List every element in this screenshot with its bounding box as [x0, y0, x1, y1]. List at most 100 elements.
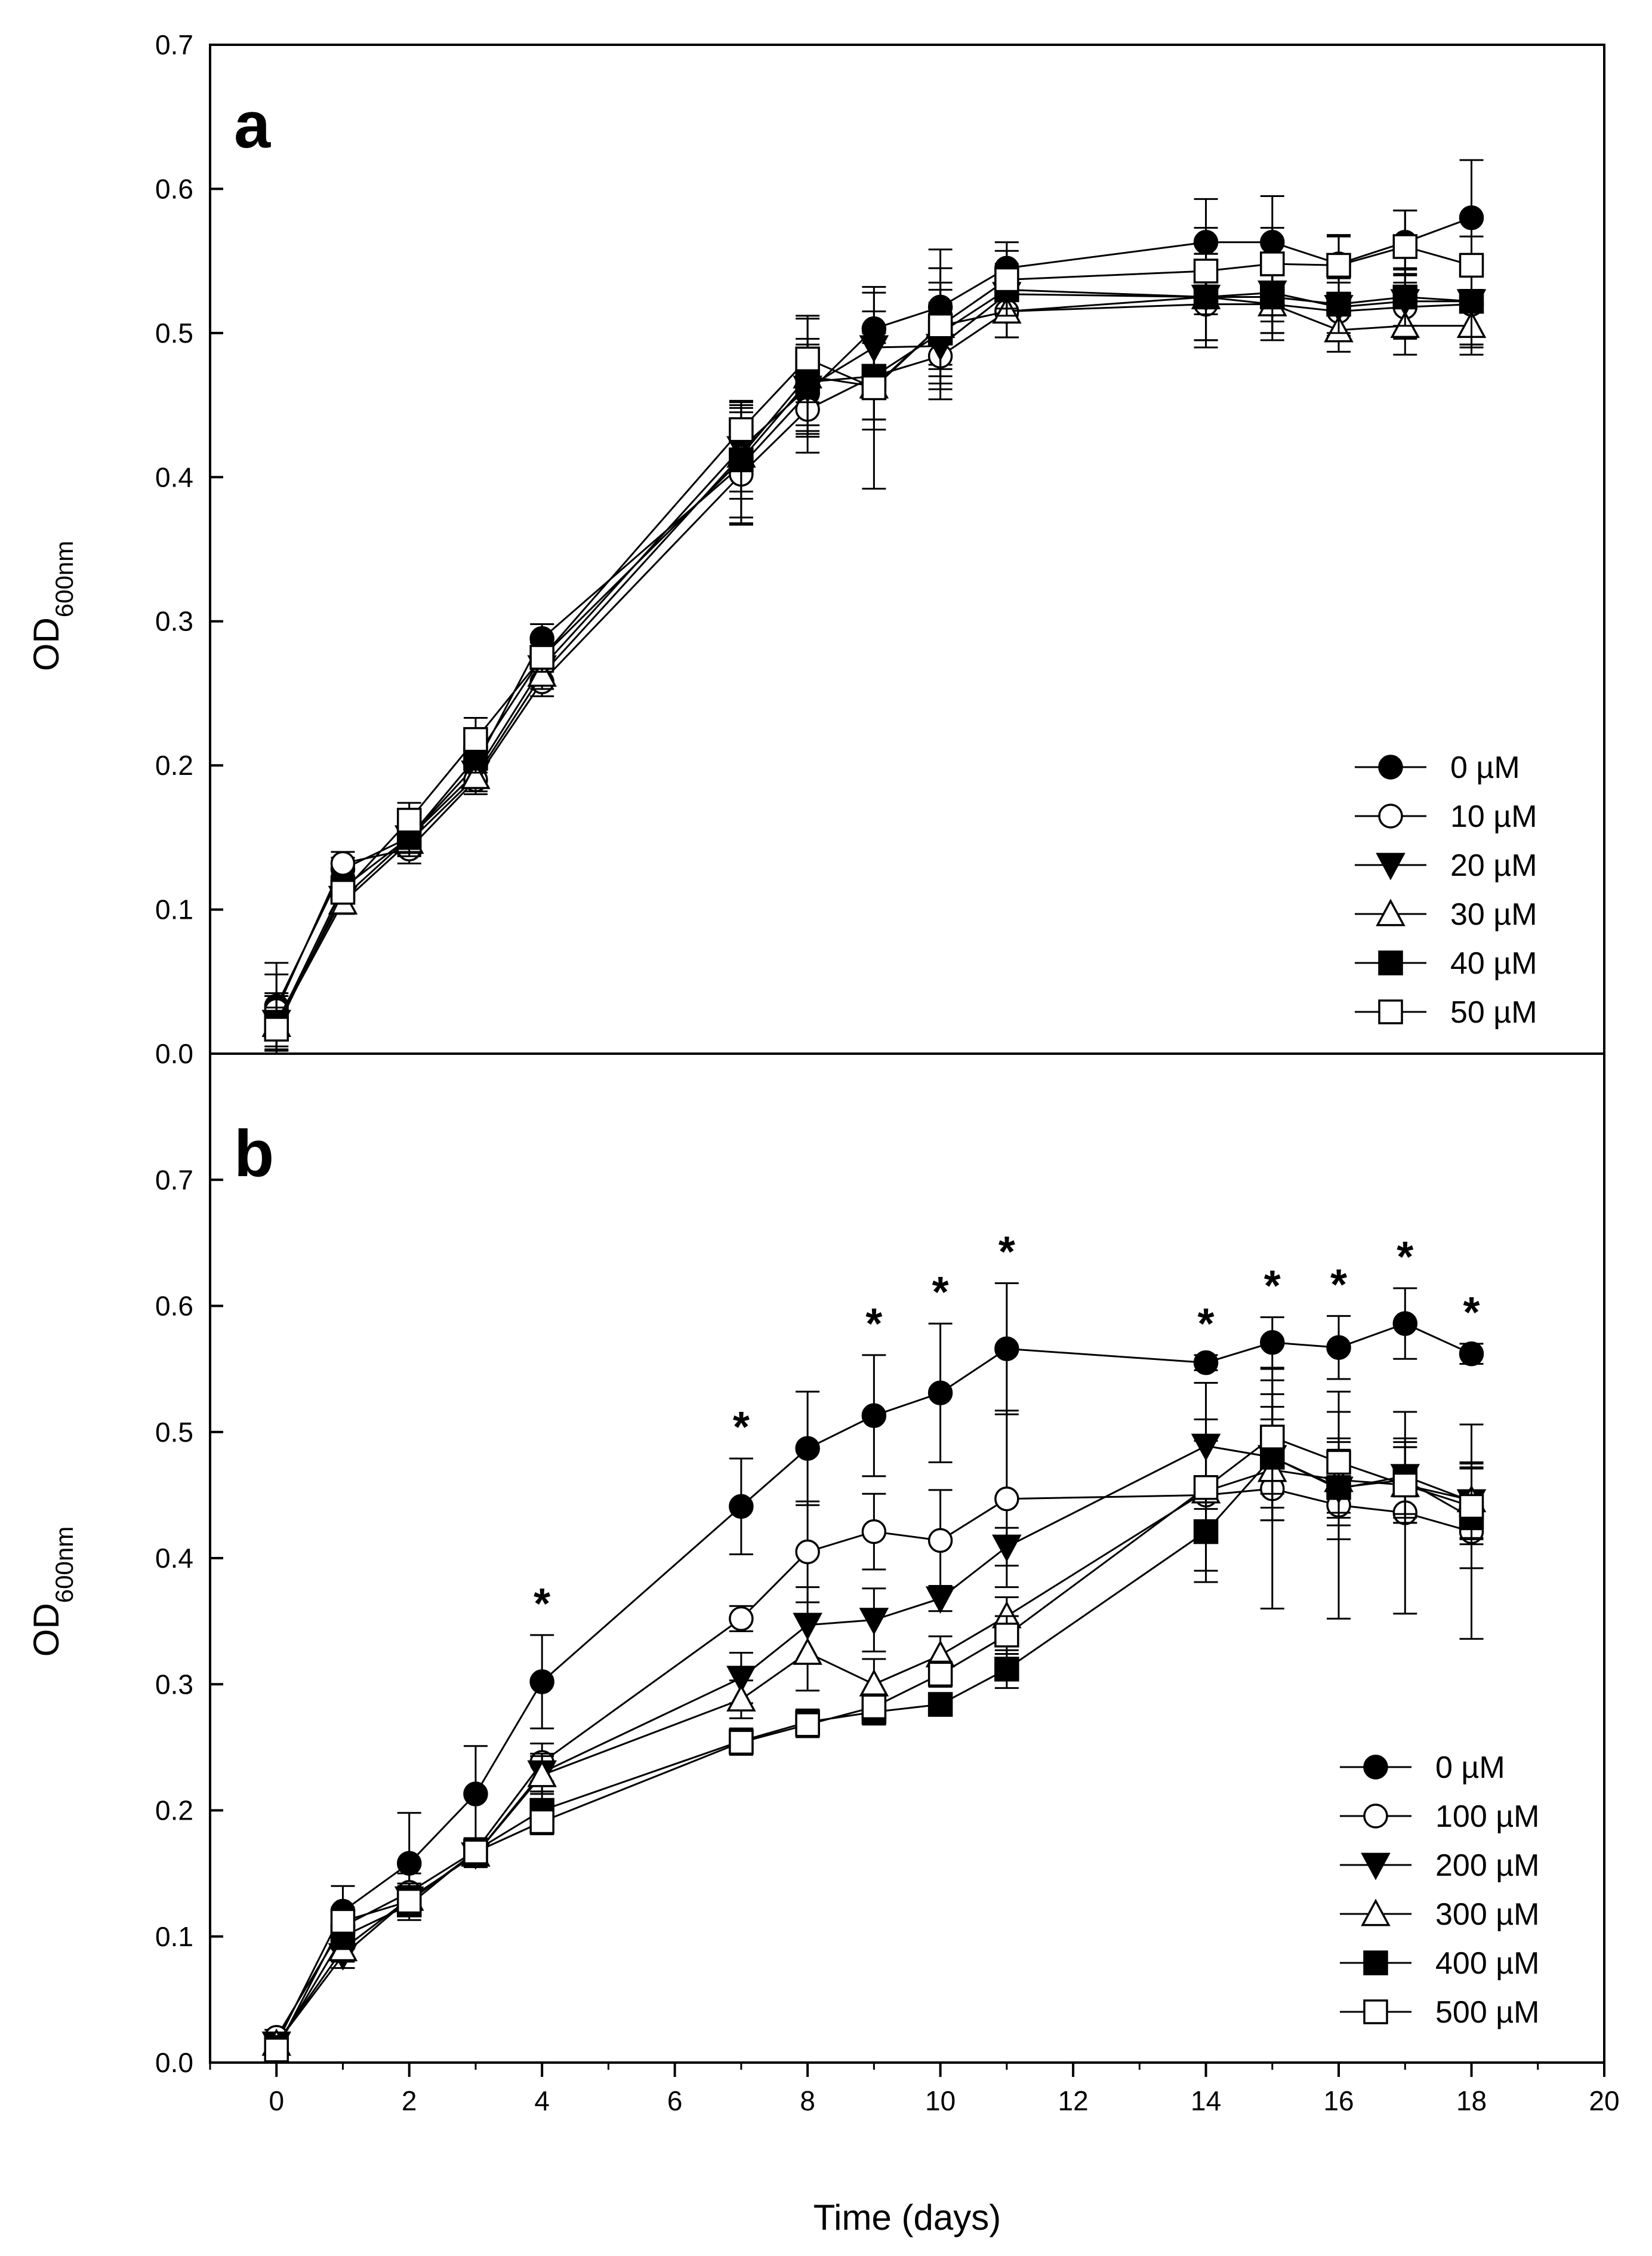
panel-b-data-point [1459, 1494, 1484, 1519]
panel-b-significance-star: * [1463, 1289, 1480, 1337]
panel-b-data-point [861, 1694, 887, 1720]
panel-a-data-point [527, 659, 557, 687]
panel-b-legend-label: 0 µM [1435, 1750, 1505, 1785]
panel-b-legend-marker [1361, 1852, 1391, 1880]
panel-b-data-point [859, 1608, 889, 1636]
panel-b-y-axis-title-main: OD [26, 1603, 66, 1657]
panel-b-legend-label: 300 µM [1435, 1897, 1539, 1932]
panel-b-data-point [927, 1692, 953, 1717]
panel-a-y-tick-label: 0.6 [155, 173, 193, 204]
panel-b-data-point [795, 1712, 820, 1737]
panel-a-legend-label: 10 µM [1450, 799, 1537, 834]
panel-a-data-point [927, 313, 953, 338]
panel-b-legend-marker [1363, 1950, 1388, 1975]
panel-b-x-tick-label: 0 [269, 2085, 284, 2116]
panel-b-y-tick-label: 0.3 [155, 1669, 193, 1700]
panel-b-x-tick-label: 20 [1589, 2085, 1619, 2116]
panel-a-legend-item-1: 0 µM [1355, 750, 1520, 785]
panel-b-data-point [1193, 1350, 1219, 1375]
panel-a-data-point [994, 267, 1019, 293]
x-axis-title: Time (days) [813, 2197, 1001, 2237]
panel-b-legend-label: 200 µM [1435, 1848, 1539, 1883]
panel-b-x-tick-label: 14 [1191, 2085, 1221, 2116]
panel-a-data-point [1326, 291, 1351, 317]
panel-a-label: a [234, 88, 271, 162]
panel-b-significance-star: * [932, 1269, 949, 1316]
panel-b-data-point [330, 1909, 356, 1934]
panel-b-data-point [729, 1494, 754, 1519]
panel-b-legend-marker [1363, 1803, 1388, 1829]
panel-a-data-point [330, 879, 356, 905]
panel-a-legend-marker [1376, 852, 1406, 881]
panel-b-data-point [992, 1534, 1022, 1562]
panel-a-legend-label: 30 µM [1450, 897, 1537, 932]
panel-b-y-tick-label: 0.4 [155, 1543, 193, 1574]
panel-b-data-point [795, 1436, 820, 1461]
panel-a-legend-label: 40 µM [1450, 946, 1537, 981]
panel-b-x-tick-label: 8 [800, 2085, 815, 2116]
panel-b-y-axis-title: OD600nm [26, 1526, 78, 1657]
panel-b-x-tick-label: 10 [925, 2085, 956, 2116]
panel-b-significance-markers: * * * * * * * * * * [534, 1228, 1480, 1627]
panel-b-series-6 [264, 1379, 1484, 2063]
panel-b-legend-marker [1363, 1999, 1388, 2024]
panel-b-legend-item-4: 300 µM [1340, 1897, 1539, 1932]
panel-b-chart: b OD600nm 0.0 0.1 0.2 0.3 0.4 0.5 0.6 0.7 0 2 4 6 8 1… [26, 1052, 1620, 2116]
panel-b-data-point [396, 1888, 422, 1914]
panel-b-data-point [529, 1809, 554, 1835]
panel-a-data-point [795, 346, 820, 372]
panel-b-legend-marker [1361, 1898, 1391, 1926]
panel-b-y-tick-label: 0.2 [155, 1795, 193, 1826]
panel-a-y-tick-label: 0.7 [155, 29, 193, 60]
panel-b-data-point [463, 1839, 488, 1864]
panel-a-legend-item-3: 20 µM [1355, 848, 1537, 883]
panel-b-x-tick-label: 6 [667, 2085, 683, 2116]
panel-a-data-point [1260, 251, 1285, 276]
panel-b-data-point [264, 2038, 289, 2063]
panel-b-significance-star: * [865, 1300, 882, 1348]
panel-a-y-tick-label: 0.0 [155, 1038, 193, 1069]
panel-b-legend-marker [1363, 1755, 1388, 1780]
panel-b-series-group [261, 1282, 1487, 2063]
panel-a-data-point [396, 808, 422, 833]
panel-b-significance-star: * [1264, 1263, 1281, 1310]
panel-a-data-point [729, 417, 754, 442]
panel-b-y-tick-label: 0.7 [155, 1164, 193, 1195]
panel-b-data-point [1392, 1472, 1418, 1498]
panel-b-legend-item-1: 0 µM [1340, 1750, 1505, 1785]
panel-b-significance-star: * [733, 1404, 750, 1451]
panel-a-y-tick-label: 0.3 [155, 606, 193, 637]
panel-b-data-point [994, 1623, 1019, 1648]
panel-b-data-point [729, 1606, 754, 1632]
panel-b-data-point [726, 1684, 756, 1712]
panel-a-chart: a OD600nm 0.0 0.1 0.2 0.3 0.4 0.5 0.6 0.7 0 µM 1… [26, 29, 1605, 1069]
panel-a-legend-marker [1378, 804, 1403, 829]
panel-b-data-point [793, 1637, 822, 1665]
panel-a-legend-label: 50 µM [1450, 995, 1537, 1030]
panel-b-y-tick-label: 0.6 [155, 1291, 193, 1322]
panel-b-data-point [726, 1666, 756, 1694]
panel-a-data-point [861, 375, 887, 401]
panel-b-data-point [927, 1380, 953, 1406]
panel-b-legend-label: 500 µM [1435, 1995, 1539, 2030]
panel-a-y-axis-title: OD600nm [26, 541, 78, 671]
panel-b-data-point [1459, 1341, 1484, 1366]
panel-b-data-point [1260, 1424, 1285, 1449]
panel-b-data-point [994, 1336, 1019, 1362]
panel-b-data-point [795, 1539, 820, 1565]
panel-a-data-point [1326, 253, 1351, 278]
panel-b-x-tick-label: 16 [1323, 2085, 1354, 2116]
panel-a-legend-item-4: 30 µM [1355, 897, 1537, 932]
panel-b-data-point [729, 1729, 754, 1755]
panel-b-data-point [927, 1528, 953, 1553]
panel-a-data-point [1459, 253, 1484, 278]
panel-a-data-point [461, 761, 491, 789]
panel-b-data-point [927, 1661, 953, 1687]
panel-b-y-tick-label: 0.5 [155, 1417, 193, 1448]
panel-a-series-6 [264, 210, 1484, 1052]
panel-b-significance-star: * [1198, 1300, 1215, 1348]
panel-a-legend-item-6: 50 µM [1355, 995, 1537, 1030]
panel-a-legend-marker [1378, 755, 1403, 780]
panel-a-legend-marker [1376, 898, 1406, 927]
